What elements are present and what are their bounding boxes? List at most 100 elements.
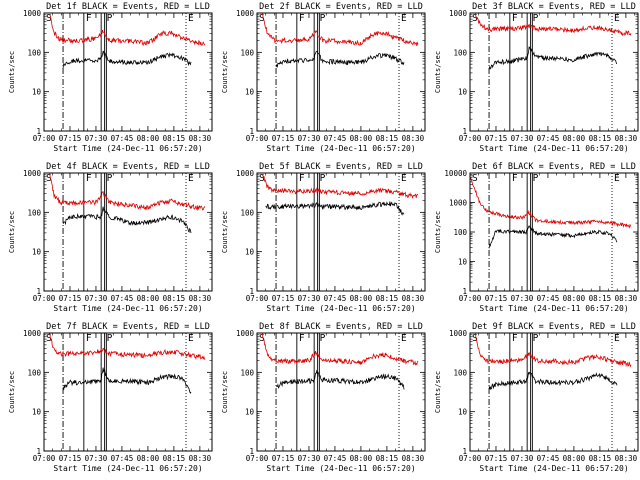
x-tick-label: 07:45 <box>537 454 560 463</box>
event-marker-label: F <box>299 173 305 184</box>
y-tick-label: 10 <box>245 248 255 257</box>
series-line-red <box>474 13 632 37</box>
y-tick-label: 10 <box>458 88 468 97</box>
plot-frame <box>469 12 639 132</box>
plot-frame <box>256 332 426 452</box>
event-marker-label: E <box>188 333 194 344</box>
x-tick-label: 08:00 <box>563 134 586 143</box>
x-tick-label: 07:15 <box>59 454 82 463</box>
x-tick-label: 08:30 <box>402 294 425 303</box>
series-line-red <box>49 173 206 212</box>
y-tick-label: 1 <box>462 127 467 136</box>
x-tick-label: 07:15 <box>272 454 295 463</box>
x-tick-label: 07:30 <box>511 454 534 463</box>
series-line-black <box>62 50 192 68</box>
x-tick-label: 08:00 <box>350 134 373 143</box>
x-tick-label: 08:00 <box>563 294 586 303</box>
x-tick-label: 08:00 <box>350 454 373 463</box>
x-tick-label: 08:15 <box>163 134 186 143</box>
x-tick-label: 07:00 <box>33 294 56 303</box>
series-line-black <box>62 367 192 394</box>
x-tick-label: 08:00 <box>563 454 586 463</box>
x-axis-label: Start Time (24-Dec-11 06:57:20) <box>266 304 415 313</box>
x-tick-label: 08:15 <box>589 294 612 303</box>
x-tick-label: 07:30 <box>511 134 534 143</box>
y-tick-label: 1000 <box>236 329 255 338</box>
y-tick-label: 100 <box>240 48 254 57</box>
x-tick-label: 07:30 <box>298 134 321 143</box>
x-tick-label: 08:15 <box>163 294 186 303</box>
chart-title: Det 2f BLACK = Events, RED = LLD <box>259 2 423 12</box>
series-line-black <box>265 201 405 216</box>
event-marker-label: S <box>46 173 52 184</box>
event-marker-label: S <box>259 173 265 184</box>
event-marker-label: F <box>512 13 518 24</box>
x-tick-label: 08:00 <box>137 134 160 143</box>
x-tick-label: 07:45 <box>111 294 134 303</box>
chart-panel: Det 7f BLACK = Events, RED = LLD Counts/s… <box>8 322 213 473</box>
x-tick-label: 08:30 <box>615 134 638 143</box>
chart-panel: Det 9f BLACK = Events, RED = LLD Counts/s… <box>434 322 639 473</box>
y-tick-label: 10 <box>32 408 42 417</box>
y-tick-label: 100 <box>453 48 467 57</box>
x-tick-label: 07:30 <box>298 294 321 303</box>
chart-title: Det 1f BLACK = Events, RED = LLD <box>46 2 210 12</box>
chart-panel: Det 8f BLACK = Events, RED = LLD Counts/s… <box>221 322 426 473</box>
series-line-black <box>275 369 405 390</box>
event-marker-label: P <box>320 13 326 24</box>
event-marker-label: S <box>259 333 265 344</box>
event-marker-label: P <box>107 333 113 344</box>
series-line-red <box>474 333 632 368</box>
y-axis-label: Counts/sec <box>8 371 16 413</box>
chart-title: Det 3f BLACK = Events, RED = LLD <box>472 2 636 12</box>
y-tick-label: 1000 <box>23 329 42 338</box>
x-tick-label: 07:15 <box>59 134 82 143</box>
event-marker-label: P <box>533 13 539 24</box>
y-tick-label: 1000 <box>236 9 255 18</box>
plot-frame <box>256 12 426 132</box>
y-tick-label: 1000 <box>23 9 42 18</box>
y-tick-label: 100 <box>453 228 467 237</box>
x-tick-label: 08:15 <box>376 294 399 303</box>
y-tick-label: 1000 <box>449 199 468 208</box>
y-tick-label: 10 <box>245 408 255 417</box>
y-axis-label: Counts/sec <box>221 211 229 253</box>
event-marker-label: E <box>188 13 194 24</box>
series-line-black <box>62 206 192 234</box>
plot-frame <box>43 332 213 452</box>
y-tick-label: 100 <box>240 368 254 377</box>
x-tick-label: 07:45 <box>537 134 560 143</box>
event-marker-label: E <box>614 13 620 24</box>
chart-title: Det 7f BLACK = Events, RED = LLD <box>46 322 210 332</box>
x-tick-label: 07:00 <box>459 134 482 143</box>
x-tick-label: 07:15 <box>272 134 295 143</box>
series-line-black <box>275 50 405 68</box>
x-tick-label: 07:30 <box>85 134 108 143</box>
chart-panel: Det 5f BLACK = Events, RED = LLD Counts/s… <box>221 162 426 313</box>
x-axis-label: Start Time (24-Dec-11 06:57:20) <box>266 144 415 153</box>
x-tick-label: 07:00 <box>246 134 269 143</box>
x-axis-label: Start Time (24-Dec-11 06:57:20) <box>479 464 628 473</box>
y-axis-label: Counts/sec <box>8 211 16 253</box>
y-tick-label: 1 <box>462 287 467 296</box>
x-tick-label: 08:30 <box>189 294 212 303</box>
x-axis-label: Start Time (24-Dec-11 06:57:20) <box>479 144 628 153</box>
y-axis-label: Counts/sec <box>434 211 442 253</box>
chart-panel: Det 1f BLACK = Events, RED = LLD Counts/s… <box>8 2 213 153</box>
series-line-red <box>470 176 631 229</box>
y-tick-label: 100 <box>27 368 41 377</box>
event-marker-label: E <box>614 173 620 184</box>
y-tick-label: 1 <box>36 287 41 296</box>
y-axis-label: Counts/sec <box>221 371 229 413</box>
x-axis-label: Start Time (24-Dec-11 06:57:20) <box>266 464 415 473</box>
event-marker-label: S <box>472 13 478 24</box>
x-tick-label: 07:15 <box>485 294 508 303</box>
x-tick-label: 07:45 <box>111 454 134 463</box>
y-tick-label: 10 <box>458 258 468 267</box>
event-marker-label: S <box>472 173 478 184</box>
event-marker-label: F <box>86 333 92 344</box>
series-line-red <box>261 333 419 366</box>
event-marker-label: F <box>299 13 305 24</box>
x-axis-label: Start Time (24-Dec-11 06:57:20) <box>53 304 202 313</box>
